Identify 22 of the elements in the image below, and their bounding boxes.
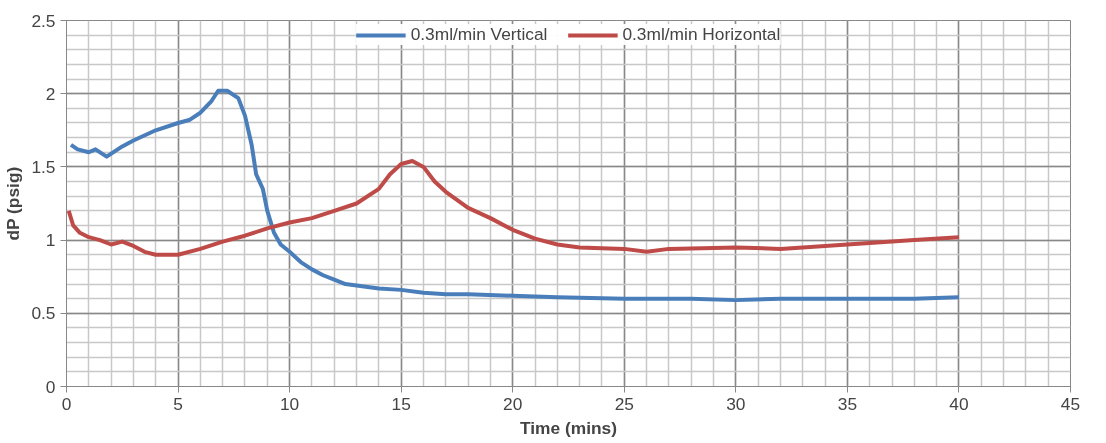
- line-series: [68, 88, 961, 303]
- line-series: [66, 159, 961, 257]
- y-axis-title: dP (psig): [3, 166, 24, 241]
- x-tick-label: 40: [949, 393, 969, 414]
- legend-label: 0.3ml/min Horizontal: [622, 24, 781, 45]
- x-axis-title: Time (mins): [520, 417, 617, 438]
- x-tick-label: 5: [173, 393, 183, 414]
- y-tick-label: 0.5: [31, 303, 56, 324]
- x-tick-label: 25: [614, 393, 634, 414]
- x-tick-label: 45: [1060, 393, 1081, 414]
- y-tick-label: 2.5: [31, 10, 56, 31]
- y-tick-label: 1.5: [31, 156, 56, 177]
- y-tick-label: 0: [45, 376, 56, 397]
- x-tick-label: 0: [61, 393, 72, 414]
- y-tick-label: 1: [45, 230, 56, 251]
- x-tick-label: 35: [837, 393, 858, 414]
- x-tick-label: 30: [726, 393, 746, 414]
- x-tick-label: 10: [279, 393, 300, 414]
- x-tick-label: 15: [391, 393, 411, 414]
- legend-label: 0.3ml/min Vertical: [410, 24, 548, 45]
- x-tick-label: 20: [503, 393, 523, 414]
- y-tick-label: 2: [45, 83, 56, 104]
